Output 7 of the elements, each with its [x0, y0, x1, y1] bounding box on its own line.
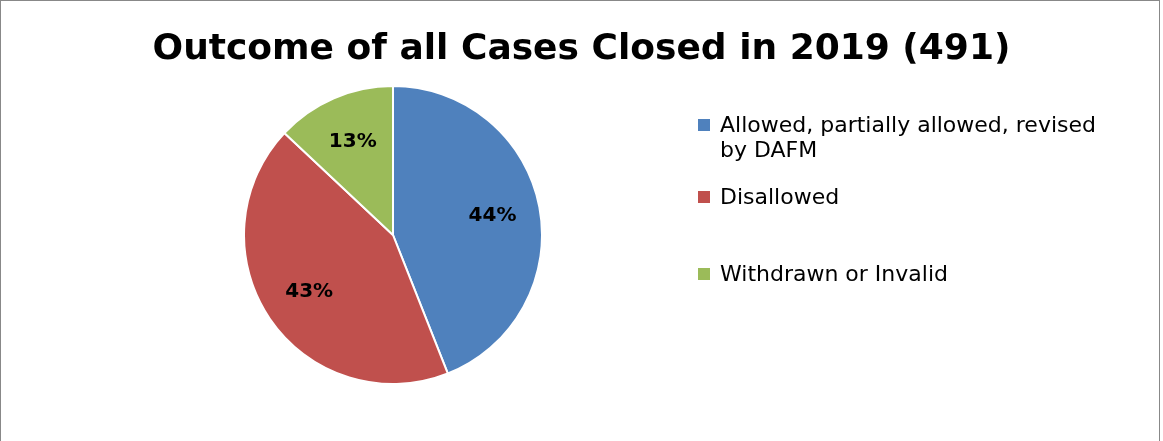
legend-label: Allowed, partially allowed, revised by DAFM — [720, 112, 1097, 162]
legend-label: Withdrawn or Invalid — [720, 261, 948, 286]
legend-label: Disallowed — [720, 184, 840, 209]
data-label: 13% — [328, 128, 377, 153]
data-label: 44% — [468, 202, 517, 227]
chart-title: Outcome of all Cases Closed in 2019 (491) — [151, 26, 1012, 67]
data-label: 43% — [285, 278, 334, 303]
